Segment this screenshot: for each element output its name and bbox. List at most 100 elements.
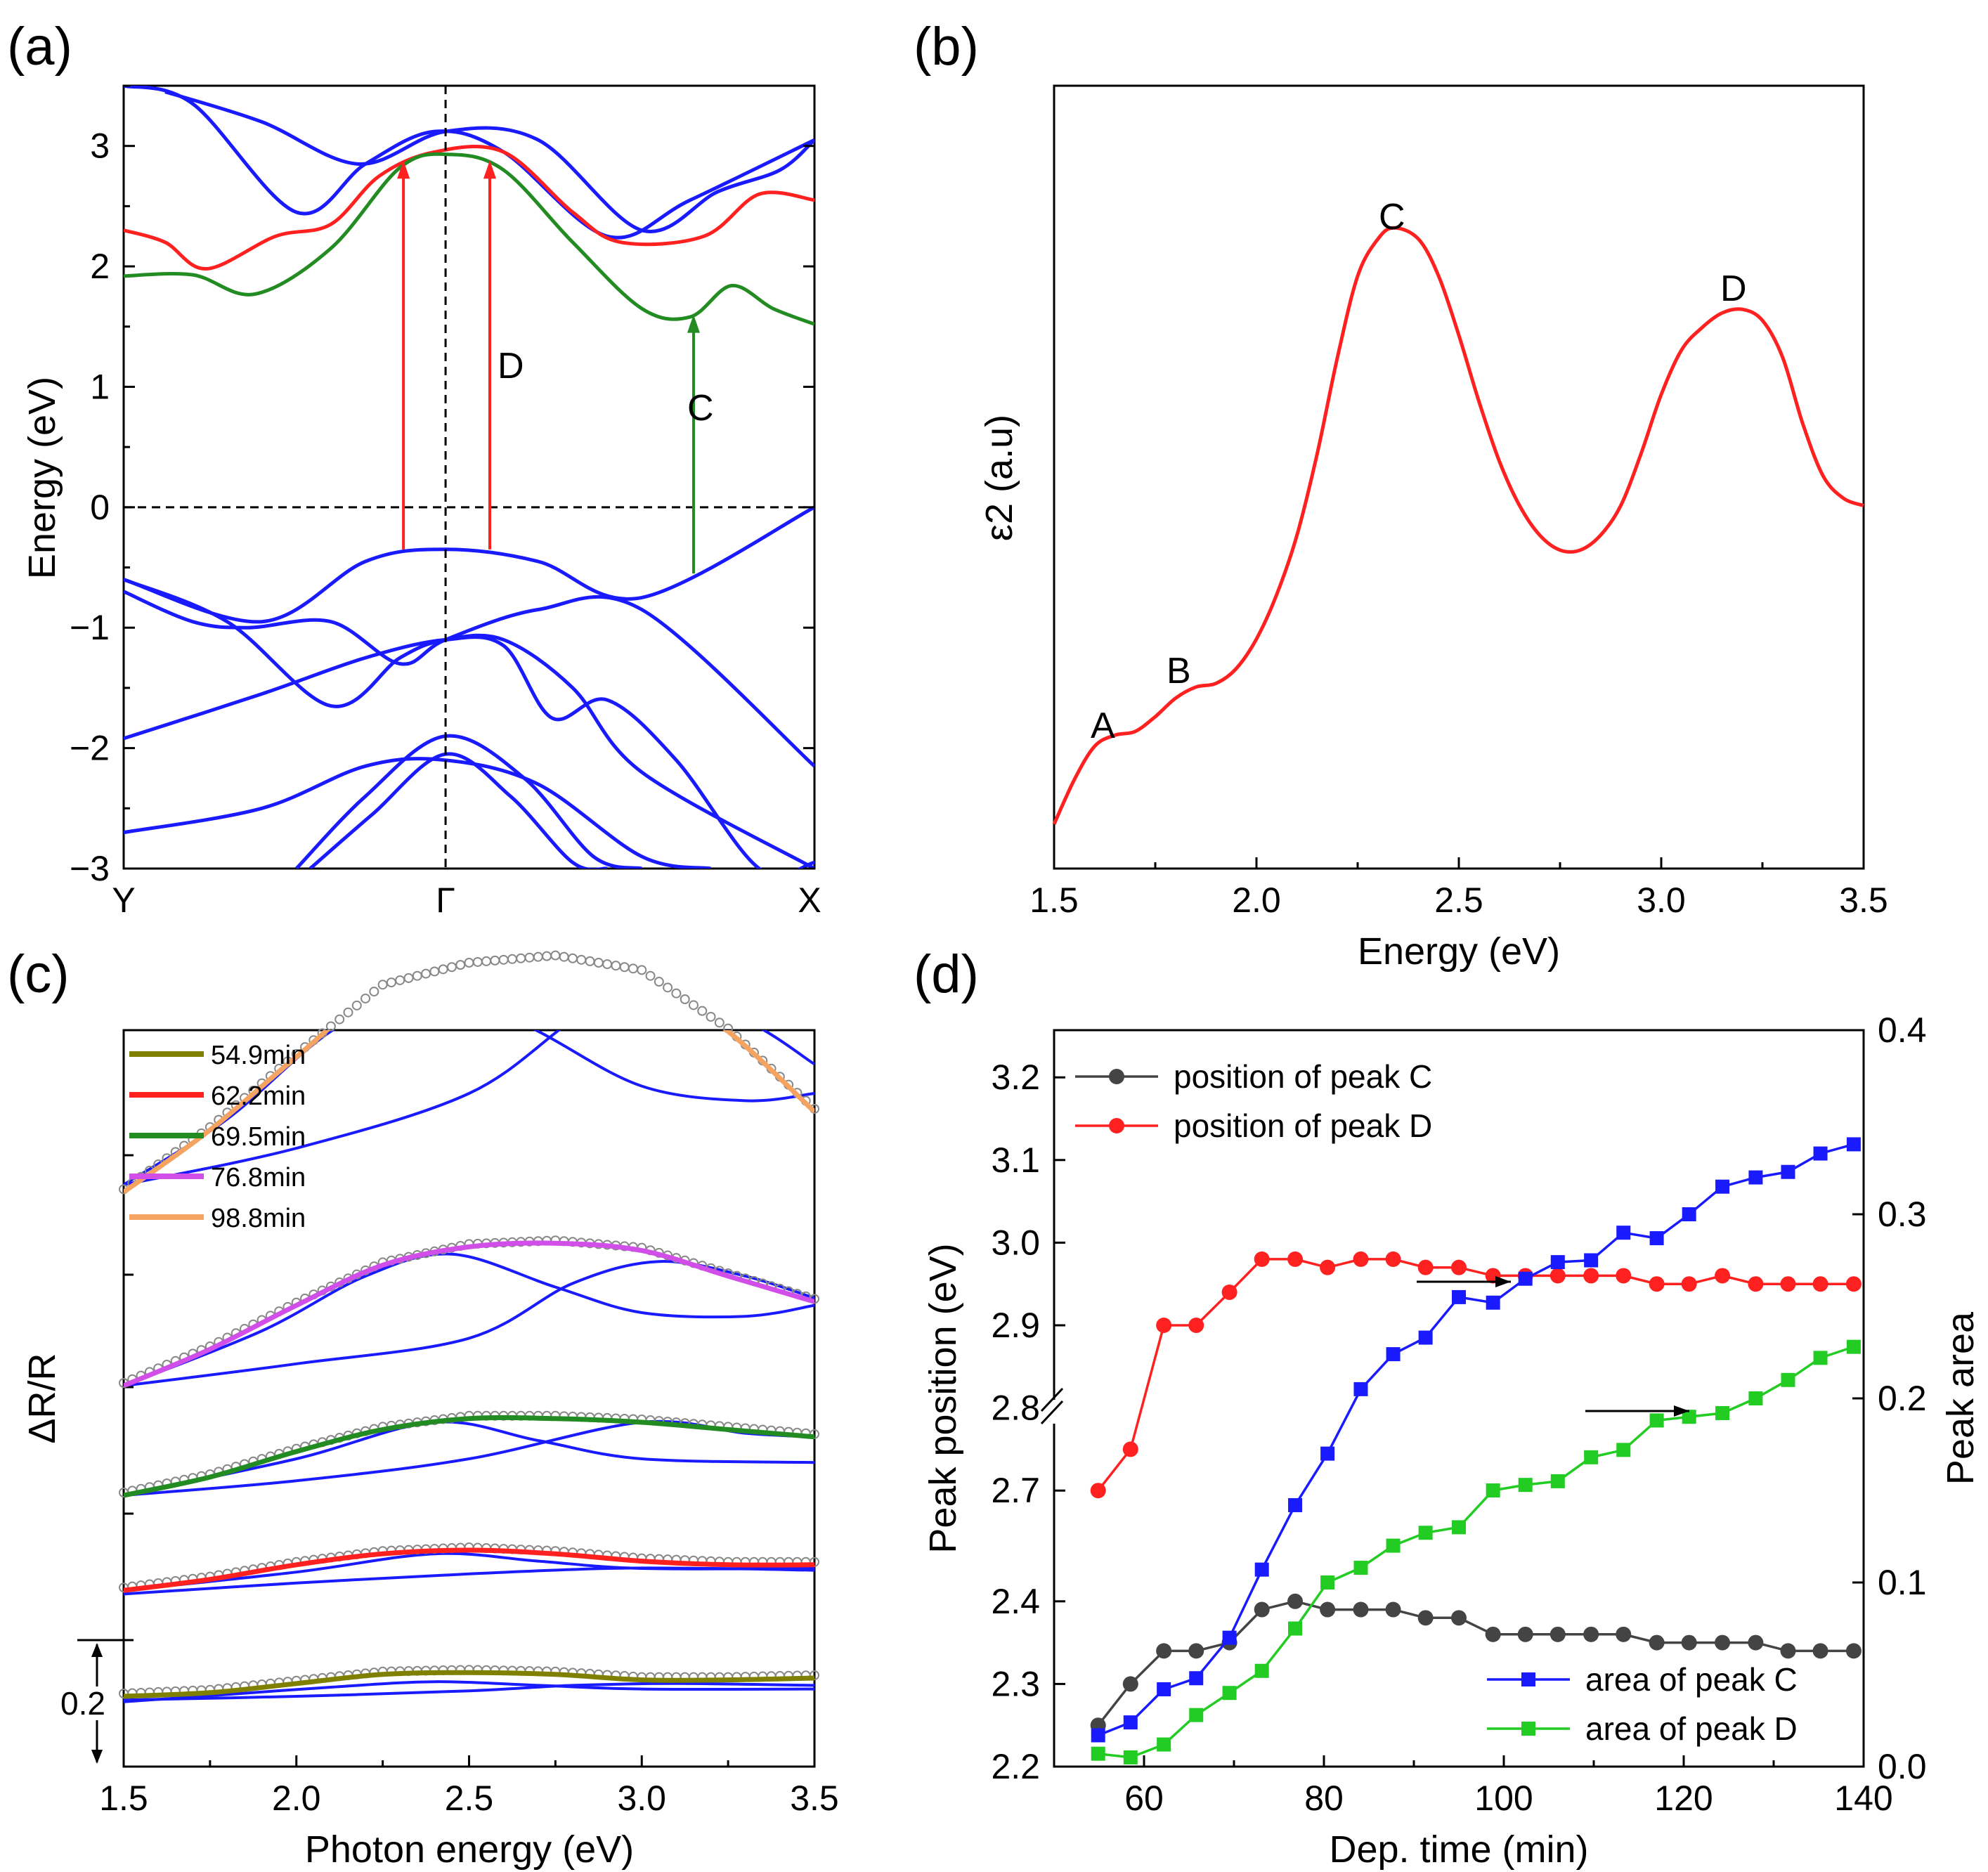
c-data-point <box>524 952 535 963</box>
d-marker-2-8 <box>1353 1382 1368 1396</box>
d-marker-1-3 <box>1188 1318 1204 1333</box>
scale-bar-upper-arrowhead <box>91 1643 103 1657</box>
panel-b-epsilon2: 1.5 2.0 2.5 3.0 3.5 A B C D Energy (eV) ε2 (… <box>978 84 1888 973</box>
d-marker-3-22 <box>1813 1351 1828 1365</box>
transition-arrowhead-2 <box>687 314 700 333</box>
valence-band-1 <box>124 590 814 768</box>
c-fit-curve-4 <box>124 1030 814 1195</box>
c-data-point <box>481 956 492 966</box>
d-ytick-left-label-8: 3.2 <box>991 1058 1040 1097</box>
d-marker-3-16 <box>1616 1443 1631 1457</box>
d-marker-3-1 <box>1123 1750 1138 1764</box>
d-marker-2-19 <box>1715 1179 1730 1194</box>
panel-a-ylabel: Energy (eV) <box>21 377 63 579</box>
d-marker-2-18 <box>1682 1207 1696 1221</box>
transition-arrowhead-1 <box>483 160 496 179</box>
d-marker-3-23 <box>1846 1339 1861 1354</box>
d-marker-1-5 <box>1254 1251 1270 1267</box>
c-peak-component-2-0 <box>124 1420 814 1497</box>
d-xtick-label-2: 100 <box>1474 1779 1533 1818</box>
c-data-point <box>464 958 474 968</box>
d-ytick-left-label-1: 2.3 <box>991 1664 1040 1703</box>
c-data-point <box>325 1021 336 1032</box>
c-fit-curve-1 <box>124 1547 814 1593</box>
c-data-point <box>334 1014 345 1025</box>
d-ytick-left-label-4: 2.8 <box>991 1389 1040 1428</box>
d-ytick-right-label-2: 0.2 <box>1878 1379 1927 1418</box>
c-data-point <box>663 982 673 993</box>
d-marker-2-2 <box>1157 1682 1171 1696</box>
panel-a-ticks: −3 −2 −1 0 1 2 3 <box>70 84 814 888</box>
transition-arrowhead-0 <box>397 160 410 179</box>
d-marker-2-3 <box>1189 1671 1204 1686</box>
c-data-point <box>680 994 690 1004</box>
d-marker-0-19 <box>1715 1634 1731 1651</box>
c-data-point <box>412 970 422 981</box>
c-data-point <box>559 951 569 962</box>
d-marker-3-21 <box>1781 1372 1795 1387</box>
panel-d-ylabel: Peak position (eV) <box>922 1243 964 1553</box>
d-marker-0-17 <box>1649 1634 1665 1651</box>
d-marker-2-22 <box>1813 1146 1828 1161</box>
c-data-point <box>421 968 431 979</box>
peak-label-a: A <box>1091 706 1115 746</box>
d-ytick-left-label-5: 2.9 <box>991 1306 1040 1345</box>
d-marker-0-20 <box>1748 1634 1764 1651</box>
d-marker-0-10 <box>1417 1610 1434 1626</box>
d-marker-1-15 <box>1583 1268 1599 1284</box>
b-xtick-label-1: 2.0 <box>1232 880 1281 920</box>
panel-label-d: (d) <box>914 944 979 1004</box>
d-marker-2-20 <box>1748 1170 1763 1185</box>
d-marker-1-4 <box>1221 1284 1237 1300</box>
d-xtick-label-4: 140 <box>1834 1779 1892 1818</box>
d-marker-2-16 <box>1616 1226 1631 1240</box>
d-marker-0-3 <box>1188 1643 1204 1659</box>
d-marker-2-9 <box>1386 1347 1401 1362</box>
d-legend-marker-0 <box>1109 1069 1124 1084</box>
c-legend-label-3: 76.8min <box>211 1163 306 1192</box>
c-peak-component-4-0 <box>124 1030 814 1186</box>
d-marker-1-9 <box>1385 1251 1401 1267</box>
d-marker-2-12 <box>1486 1295 1500 1310</box>
b-xtick-label-0: 1.5 <box>1029 880 1079 920</box>
d-marker-2-23 <box>1846 1137 1861 1152</box>
c-fit-curve-2 <box>124 1415 814 1498</box>
d-marker-2-11 <box>1452 1289 1466 1304</box>
conduction-band-green <box>124 152 814 326</box>
d-marker-0-11 <box>1451 1610 1467 1626</box>
d-legend-marker-2 <box>1521 1672 1535 1686</box>
d-marker-3-19 <box>1715 1405 1730 1420</box>
d-marker-3-4 <box>1222 1686 1237 1701</box>
d-marker-2-0 <box>1091 1728 1105 1743</box>
d-marker-0-6 <box>1287 1593 1304 1609</box>
c-data-point <box>697 1006 708 1016</box>
d-xtick-label-3: 120 <box>1654 1779 1713 1818</box>
d-marker-2-1 <box>1123 1715 1138 1730</box>
panel-c-ylabel: ΔR/R <box>21 1353 63 1443</box>
d-marker-2-21 <box>1781 1164 1795 1179</box>
c-data-point <box>576 954 587 965</box>
k-label-x: X <box>798 880 821 920</box>
d-marker-1-22 <box>1812 1276 1828 1292</box>
c-peak-component-3-0 <box>124 1252 814 1387</box>
valence-band-6 <box>308 752 608 869</box>
c-data-point <box>637 965 647 975</box>
c-legend-label-2: 69.5min <box>211 1122 306 1152</box>
axis-break <box>1040 1387 1065 1425</box>
panel-label-a: (a) <box>7 17 72 77</box>
c-xtick-label-2: 2.5 <box>445 1779 494 1818</box>
d-marker-2-14 <box>1550 1255 1565 1270</box>
d-marker-1-14 <box>1550 1268 1566 1284</box>
c-data-point <box>351 1000 362 1010</box>
d-legend-marker-3 <box>1521 1722 1535 1736</box>
d-marker-3-5 <box>1254 1663 1269 1678</box>
d-marker-1-8 <box>1353 1251 1369 1267</box>
a-ytick-label-4: 1 <box>90 367 110 406</box>
d-marker-3-8 <box>1353 1561 1368 1575</box>
c-data-point <box>438 964 448 975</box>
c-peak-component-1-1 <box>124 1566 814 1596</box>
d-ytick-left-label-6: 3.0 <box>991 1223 1040 1262</box>
valence-band-2 <box>124 578 814 869</box>
d-marker-0-14 <box>1550 1626 1566 1642</box>
